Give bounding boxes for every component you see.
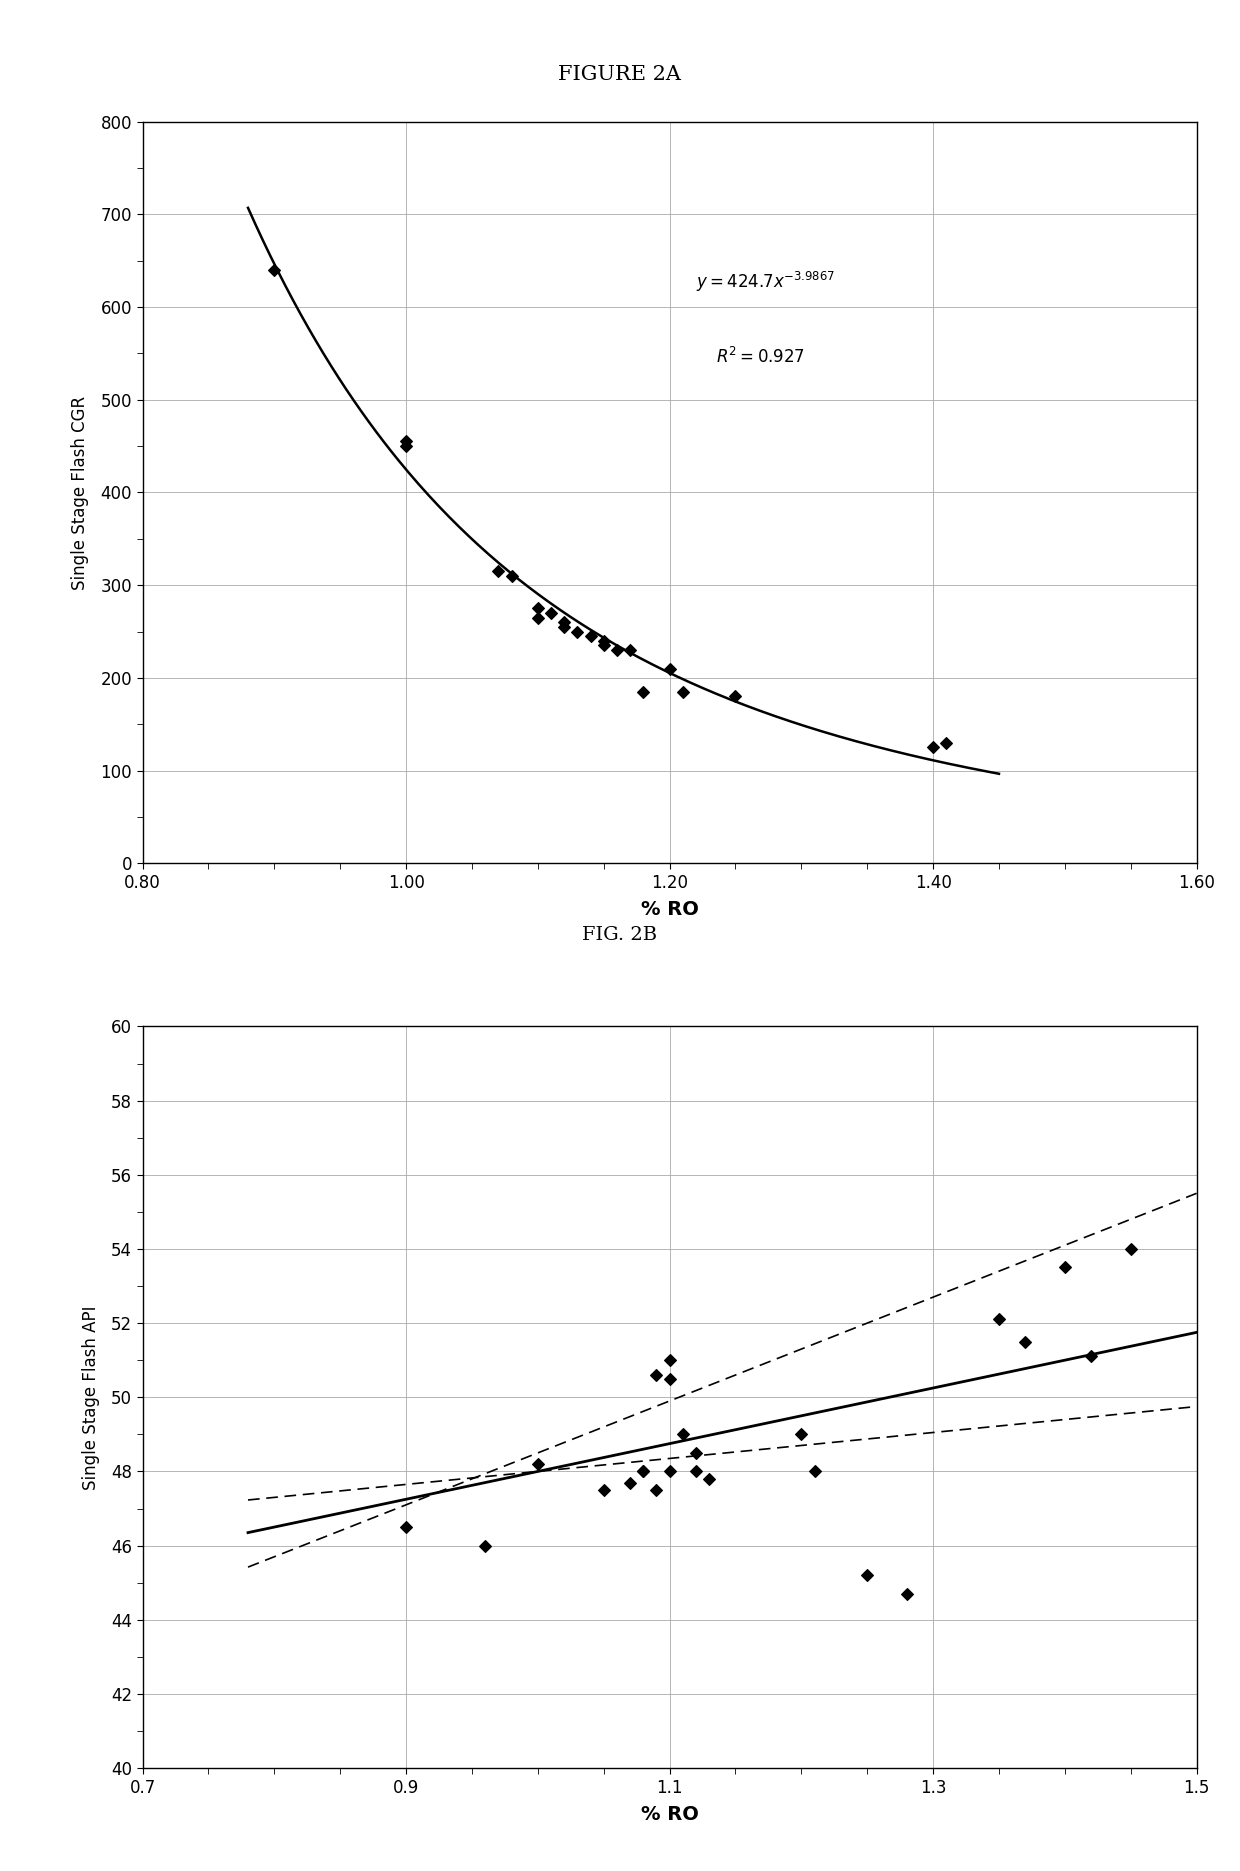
Point	[857, 1560, 877, 1590]
Point	[936, 728, 956, 758]
Point	[397, 430, 417, 460]
Point	[673, 1420, 693, 1450]
Point	[660, 1456, 680, 1486]
Point	[554, 612, 574, 642]
Point	[489, 556, 508, 586]
Point	[620, 1467, 640, 1497]
Point	[660, 1364, 680, 1394]
Point	[554, 608, 574, 638]
Point	[1016, 1327, 1035, 1356]
Point	[646, 1474, 666, 1504]
Point	[594, 1474, 614, 1504]
Point	[475, 1530, 495, 1560]
Point	[646, 1360, 666, 1390]
Point	[608, 634, 626, 664]
Point	[634, 1456, 653, 1486]
Point	[699, 1463, 719, 1493]
Point	[1055, 1252, 1075, 1282]
Text: FIGURE 2A: FIGURE 2A	[558, 65, 682, 84]
Point	[634, 677, 653, 707]
Point	[686, 1439, 706, 1469]
Point	[1121, 1235, 1141, 1265]
Point	[528, 602, 548, 632]
Point	[725, 681, 745, 711]
Point	[541, 599, 560, 629]
Point	[264, 254, 284, 284]
X-axis label: % RO: % RO	[641, 900, 698, 919]
Point	[568, 617, 588, 647]
Y-axis label: Single Stage Flash API: Single Stage Flash API	[82, 1304, 100, 1489]
Point	[397, 427, 417, 457]
Point	[660, 653, 680, 683]
Point	[686, 1456, 706, 1486]
Point	[594, 631, 614, 660]
Text: FIG. 2B: FIG. 2B	[583, 926, 657, 945]
Point	[923, 732, 942, 761]
Point	[528, 1448, 548, 1478]
Point	[397, 1512, 417, 1542]
Text: $\mathit{y} = 424.7\mathit{x}^{-3.9867}$: $\mathit{y} = 424.7\mathit{x}^{-3.9867}$	[696, 271, 836, 294]
Text: $R^2 = 0.927$: $R^2 = 0.927$	[715, 346, 805, 367]
Point	[791, 1420, 811, 1450]
Point	[594, 625, 614, 655]
Y-axis label: Single Stage Flash CGR: Single Stage Flash CGR	[72, 395, 89, 589]
Point	[502, 561, 522, 591]
Point	[660, 1345, 680, 1375]
Point	[990, 1304, 1009, 1334]
Point	[805, 1456, 825, 1486]
Point	[1081, 1342, 1101, 1371]
Point	[897, 1579, 916, 1609]
Point	[634, 1456, 653, 1486]
Point	[528, 593, 548, 623]
Point	[620, 634, 640, 664]
Point	[580, 621, 600, 651]
Point	[673, 677, 693, 707]
X-axis label: % RO: % RO	[641, 1806, 698, 1824]
